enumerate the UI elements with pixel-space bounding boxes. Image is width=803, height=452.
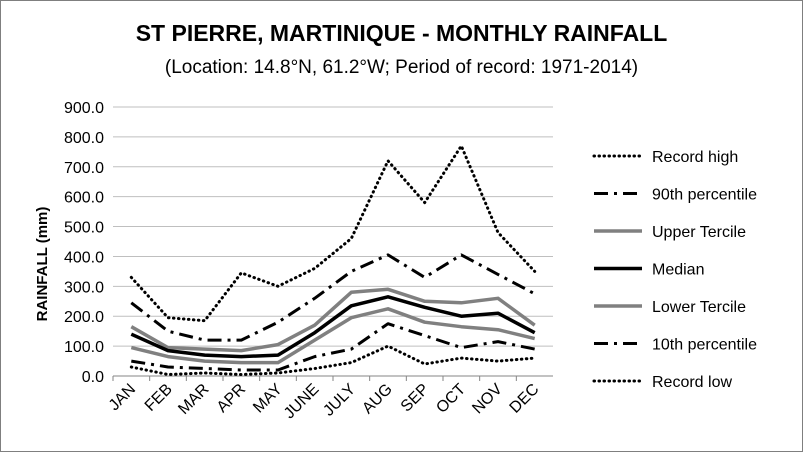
- series-line-upper-tercile: [130, 287, 536, 353]
- legend-label: Record low: [652, 374, 732, 391]
- legend-label: Upper Tercile: [652, 224, 746, 241]
- x-tick-label: AUG: [359, 381, 396, 418]
- x-tick-label: MAR: [175, 381, 212, 418]
- y-tick-label: 900.0: [64, 100, 104, 117]
- y-tick-label: 100.0: [64, 339, 104, 356]
- x-tick-label: FEB: [142, 381, 176, 415]
- series-line-median: [130, 295, 536, 359]
- legend-label: 10th percentile: [652, 337, 757, 354]
- y-tick-label: 700.0: [64, 160, 104, 177]
- legend: Record high 90th percentile Upper Tercile M…: [592, 149, 757, 391]
- legend-label: Record high: [652, 149, 738, 166]
- y-axis-label: RAINFALL (mm): [34, 207, 51, 322]
- y-tick-label: 200.0: [64, 309, 104, 326]
- x-tick-label: NOV: [469, 381, 506, 418]
- x-tick-label: JUNE: [281, 381, 323, 423]
- y-tick-label: 0.0: [82, 369, 104, 386]
- data-series: [129, 144, 537, 376]
- series-line-90th-percentile: [130, 253, 536, 342]
- series-line-10th-percentile: [131, 322, 536, 372]
- y-tick-label: 600.0: [64, 190, 104, 207]
- x-tick-label: JAN: [106, 381, 139, 414]
- legend-label: Median: [652, 262, 704, 279]
- series-line-record-high: [129, 144, 537, 323]
- legend-label: Lower Tercile: [652, 299, 746, 316]
- y-axis-ticks: 0.0 100.0 200.0 300.0 400.0 500.0 600.0 700.0 80…: [64, 100, 104, 386]
- series-line-lower-tercile: [130, 307, 536, 365]
- chart-title: ST PIERRE, MARTINIQUE - MONTHLY RAINFALL: [135, 20, 668, 46]
- x-tick-label: OCT: [433, 381, 469, 417]
- chart-subtitle: (Location: 14.8°N, 61.2°W; Period of rec…: [164, 57, 639, 78]
- y-tick-label: 300.0: [64, 279, 104, 296]
- x-tick-label: SEP: [398, 381, 433, 416]
- x-tick-label: APR: [214, 381, 249, 416]
- x-tick-label: JULY: [320, 381, 359, 420]
- x-tick-label: DEC: [507, 381, 543, 417]
- series-line-record-low: [129, 344, 537, 376]
- gridlines: [113, 106, 553, 377]
- y-tick-label: 500.0: [64, 220, 104, 237]
- legend-label: 90th percentile: [652, 187, 757, 204]
- y-tick-label: 800.0: [64, 130, 104, 147]
- y-tick-label: 400.0: [64, 249, 104, 266]
